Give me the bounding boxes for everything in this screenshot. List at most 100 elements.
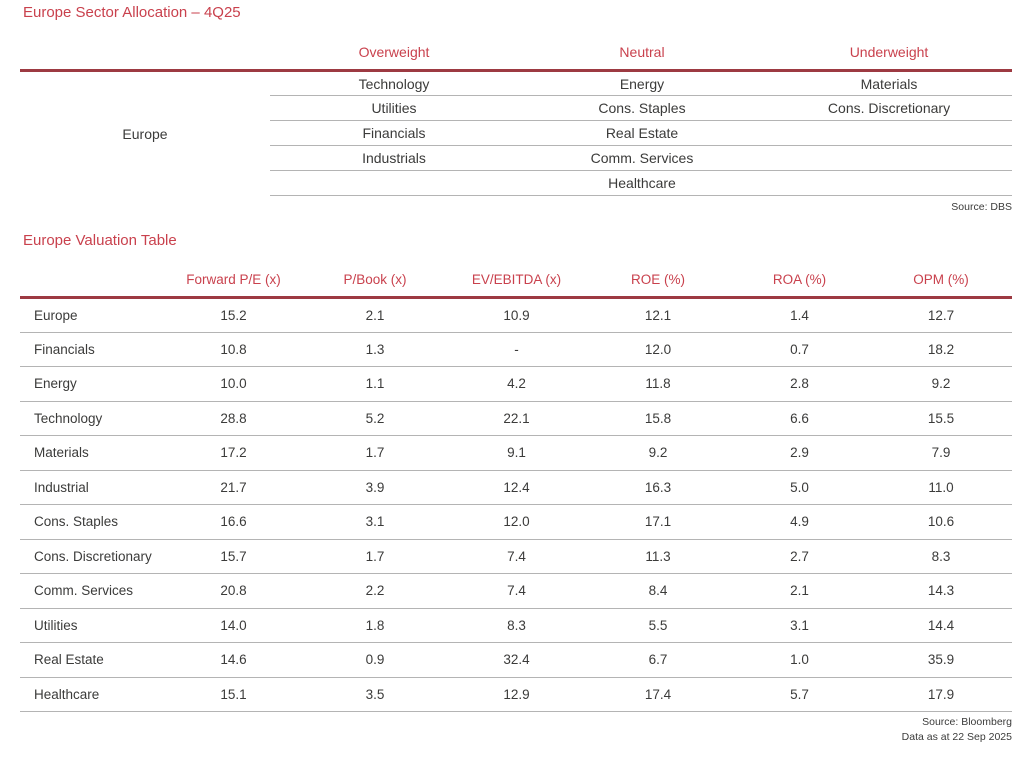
metric-value-cell: 5.2 bbox=[304, 401, 446, 436]
metric-value-cell: 3.5 bbox=[304, 677, 446, 712]
table-row: Real Estate 14.6 0.9 32.4 6.7 1.0 35.9 bbox=[20, 642, 1012, 678]
metric-value-cell: 6.6 bbox=[729, 401, 870, 436]
metric-value-cell: 7.4 bbox=[446, 539, 587, 574]
metric-value-cell: 10.9 bbox=[446, 297, 587, 333]
metric-value-cell: 8.3 bbox=[446, 608, 587, 643]
metric-value-cell: 1.7 bbox=[304, 435, 446, 471]
underweight-cell bbox=[766, 145, 1012, 171]
valuation-header-roa: ROA (%) bbox=[729, 272, 870, 299]
underweight-cell bbox=[766, 170, 1012, 196]
sector-name-cell: Europe bbox=[20, 297, 163, 333]
metric-value-cell: 15.7 bbox=[163, 539, 304, 574]
underweight-cell: Materials bbox=[766, 70, 1012, 96]
metric-value-cell: 3.1 bbox=[729, 608, 870, 643]
sector-name-cell: Comm. Services bbox=[20, 573, 163, 609]
metric-value-cell: 1.1 bbox=[304, 366, 446, 402]
metric-value-cell: 2.1 bbox=[304, 297, 446, 333]
sector-name-cell: Cons. Discretionary bbox=[20, 539, 163, 574]
metric-value-cell: 35.9 bbox=[870, 642, 1012, 678]
table-row: Europe Technology Energy Materials bbox=[20, 70, 1012, 142]
metric-value-cell: 22.1 bbox=[446, 401, 587, 436]
valuation-header-pbook: P/Book (x) bbox=[304, 272, 446, 299]
metric-value-cell: 9.2 bbox=[587, 435, 729, 471]
overweight-cell: Industrials bbox=[270, 145, 518, 171]
valuation-header-roe: ROE (%) bbox=[587, 272, 729, 299]
overweight-cell: Technology bbox=[270, 70, 518, 96]
valuation-source-1: Source: Bloomberg bbox=[922, 716, 1012, 728]
metric-value-cell: 12.9 bbox=[446, 677, 587, 712]
table-row: Energy 10.0 1.1 4.2 11.8 2.8 9.2 bbox=[20, 366, 1012, 402]
table-row: Utilities 14.0 1.8 8.3 5.5 3.1 14.4 bbox=[20, 608, 1012, 643]
metric-value-cell: 6.7 bbox=[587, 642, 729, 678]
metric-value-cell: 12.4 bbox=[446, 470, 587, 505]
overweight-cell bbox=[270, 170, 518, 196]
metric-value-cell: 12.0 bbox=[587, 332, 729, 367]
valuation-footer: Source: Bloomberg Data as at 22 Sep 2025 bbox=[20, 715, 1012, 745]
metric-value-cell: 3.1 bbox=[304, 504, 446, 540]
metric-value-cell: 0.7 bbox=[729, 332, 870, 367]
metric-value-cell: 14.4 bbox=[870, 608, 1012, 643]
metric-value-cell: 21.7 bbox=[163, 470, 304, 505]
neutral-cell: Real Estate bbox=[518, 120, 766, 146]
sector-name-cell: Industrial bbox=[20, 470, 163, 505]
metric-value-cell: 5.0 bbox=[729, 470, 870, 505]
metric-value-cell: 14.0 bbox=[163, 608, 304, 643]
metric-value-cell: 15.5 bbox=[870, 401, 1012, 436]
table-row: Industrials Comm. Services bbox=[20, 145, 1012, 171]
allocation-title: Europe Sector Allocation – 4Q25 bbox=[23, 4, 241, 21]
table-row: Europe 15.2 2.1 10.9 12.1 1.4 12.7 bbox=[20, 297, 1012, 333]
valuation-source-2: Data as at 22 Sep 2025 bbox=[901, 731, 1012, 743]
metric-value-cell: - bbox=[446, 332, 587, 367]
table-row: Healthcare 15.1 3.5 12.9 17.4 5.7 17.9 bbox=[20, 677, 1012, 712]
table-row: Industrial 21.7 3.9 12.4 16.3 5.0 11.0 bbox=[20, 470, 1012, 505]
metric-value-cell: 18.2 bbox=[870, 332, 1012, 367]
metric-value-cell: 4.9 bbox=[729, 504, 870, 540]
metric-value-cell: 11.0 bbox=[870, 470, 1012, 505]
region-label: Europe bbox=[122, 125, 168, 142]
metric-value-cell: 8.4 bbox=[587, 573, 729, 609]
sector-name-cell: Real Estate bbox=[20, 642, 163, 678]
sector-allocation-table: Overweight Neutral Underweight Europe Te… bbox=[20, 44, 1012, 196]
valuation-header-fpe: Forward P/E (x) bbox=[163, 272, 304, 299]
metric-value-cell: 10.0 bbox=[163, 366, 304, 402]
valuation-header-row: Forward P/E (x) P/Book (x) EV/EBITDA (x)… bbox=[20, 272, 1012, 299]
metric-value-cell: 2.2 bbox=[304, 573, 446, 609]
valuation-header-opm: OPM (%) bbox=[870, 272, 1012, 299]
metric-value-cell: 17.2 bbox=[163, 435, 304, 471]
metric-value-cell: 1.0 bbox=[729, 642, 870, 678]
metric-value-cell: 5.7 bbox=[729, 677, 870, 712]
table-row: Utilities Cons. Staples Cons. Discretion… bbox=[20, 95, 1012, 121]
metric-value-cell: 1.8 bbox=[304, 608, 446, 643]
metric-value-cell: 1.7 bbox=[304, 539, 446, 574]
overweight-cell: Utilities bbox=[270, 95, 518, 121]
neutral-cell: Energy bbox=[518, 70, 766, 96]
metric-value-cell: 16.3 bbox=[587, 470, 729, 505]
metric-value-cell: 15.2 bbox=[163, 297, 304, 333]
metric-value-cell: 3.9 bbox=[304, 470, 446, 505]
metric-value-cell: 7.4 bbox=[446, 573, 587, 609]
metric-value-cell: 5.5 bbox=[587, 608, 729, 643]
metric-value-cell: 15.1 bbox=[163, 677, 304, 712]
metric-value-cell: 15.8 bbox=[587, 401, 729, 436]
overweight-cell: Financials bbox=[270, 120, 518, 146]
metric-value-cell: 1.3 bbox=[304, 332, 446, 367]
sector-name-cell: Materials bbox=[20, 435, 163, 471]
table-row: Healthcare bbox=[20, 170, 1012, 196]
metric-value-cell: 12.1 bbox=[587, 297, 729, 333]
valuation-title: Europe Valuation Table bbox=[23, 232, 177, 249]
table-row: Materials 17.2 1.7 9.1 9.2 2.9 7.9 bbox=[20, 435, 1012, 471]
metric-value-cell: 12.0 bbox=[446, 504, 587, 540]
metric-value-cell: 0.9 bbox=[304, 642, 446, 678]
metric-value-cell: 11.8 bbox=[587, 366, 729, 402]
table-row: Comm. Services 20.8 2.2 7.4 8.4 2.1 14.3 bbox=[20, 573, 1012, 609]
table-row: Cons. Discretionary 15.7 1.7 7.4 11.3 2.… bbox=[20, 539, 1012, 574]
metric-value-cell: 1.4 bbox=[729, 297, 870, 333]
underweight-cell: Cons. Discretionary bbox=[766, 95, 1012, 121]
allocation-source: Source: DBS bbox=[951, 201, 1012, 213]
metric-value-cell: 16.6 bbox=[163, 504, 304, 540]
neutral-cell: Comm. Services bbox=[518, 145, 766, 171]
metric-value-cell: 14.3 bbox=[870, 573, 1012, 609]
neutral-cell: Healthcare bbox=[518, 170, 766, 196]
metric-value-cell: 7.9 bbox=[870, 435, 1012, 471]
metric-value-cell: 17.1 bbox=[587, 504, 729, 540]
